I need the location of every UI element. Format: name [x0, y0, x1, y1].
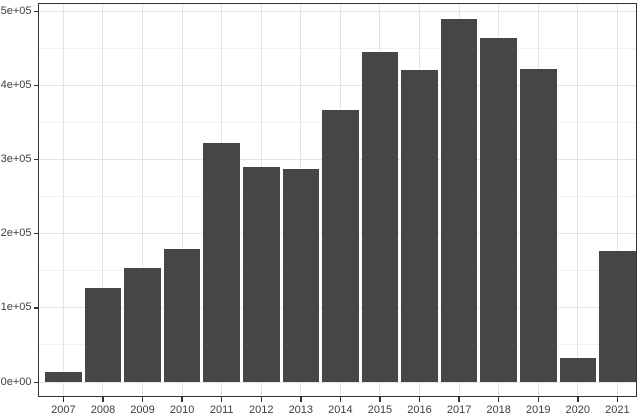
- x-tick-label: 2020: [565, 403, 591, 415]
- y-tick-mark: [33, 10, 38, 12]
- y-gridline-minor: [39, 47, 636, 49]
- x-tick-label: 2008: [90, 403, 116, 415]
- x-tick-label: 2011: [209, 403, 234, 415]
- bar-2021: [599, 251, 636, 382]
- x-tick-label: 2021: [605, 403, 630, 415]
- x-tick-label: 2007: [51, 403, 76, 415]
- bar-2009: [124, 268, 161, 382]
- x-tick-mark: [181, 397, 183, 402]
- y-tick-mark: [33, 158, 38, 161]
- y-tick-label: 1e+05: [0, 301, 32, 314]
- y-gridline-major: [39, 10, 636, 12]
- x-gridline-major: [616, 4, 618, 396]
- y-tick-label: 3e+05: [0, 152, 32, 165]
- x-gridline-major: [142, 4, 144, 396]
- bar-2011: [203, 143, 240, 382]
- bar-2020: [559, 358, 597, 382]
- x-tick-mark: [458, 397, 460, 402]
- x-tick-mark: [62, 397, 65, 402]
- x-tick-mark: [339, 397, 342, 402]
- x-tick-label: 2016: [407, 403, 432, 415]
- x-tick-mark: [102, 397, 104, 402]
- x-tick-mark: [537, 397, 539, 402]
- y-tick-mark: [33, 381, 38, 383]
- y-gridline-major: [39, 84, 636, 86]
- y-tick-label: 2e+05: [0, 227, 32, 240]
- x-tick-label: 2010: [169, 403, 195, 415]
- bar-2007: [45, 372, 82, 382]
- x-tick-label: 2013: [288, 403, 314, 415]
- x-tick-label: 2009: [130, 403, 155, 415]
- bar-2019: [519, 68, 557, 382]
- bar-2017: [440, 19, 478, 382]
- x-tick-mark: [260, 397, 262, 402]
- y-tick-mark: [33, 233, 38, 235]
- x-tick-mark: [577, 397, 579, 402]
- y-tick-label: 4e+05: [0, 78, 32, 91]
- x-tick-label: 2014: [328, 403, 353, 415]
- bar-2014: [322, 109, 359, 382]
- x-gridline-major: [577, 4, 579, 396]
- bar-2016: [401, 69, 438, 382]
- x-tick-mark: [379, 397, 381, 402]
- bar-2013: [282, 169, 320, 382]
- x-tick-mark: [220, 397, 223, 402]
- bar-2008: [84, 287, 122, 382]
- y-tick-mark: [33, 307, 38, 309]
- x-tick-label: 2012: [249, 403, 274, 415]
- x-tick-mark: [300, 397, 302, 402]
- x-tick-label: 2015: [367, 403, 393, 415]
- x-gridline-major: [62, 4, 64, 396]
- y-tick-label: 5e+05: [0, 4, 32, 17]
- x-gridline-major: [181, 4, 183, 396]
- x-tick-label: 2019: [525, 403, 551, 415]
- x-tick-mark: [497, 397, 500, 402]
- bar-2015: [361, 51, 399, 382]
- x-tick-mark: [141, 397, 144, 402]
- x-gridline-major: [102, 4, 104, 396]
- bar-2018: [480, 38, 517, 382]
- y-gridline-major: [39, 381, 636, 383]
- x-tick-mark: [616, 397, 619, 402]
- y-tick-mark: [33, 84, 38, 87]
- x-tick-label: 2018: [486, 403, 511, 415]
- bar-2012: [242, 166, 280, 382]
- bar-2010: [163, 249, 201, 382]
- x-tick-mark: [418, 397, 421, 402]
- x-tick-label: 2017: [446, 403, 472, 415]
- y-tick-label: 0e+00: [0, 375, 32, 388]
